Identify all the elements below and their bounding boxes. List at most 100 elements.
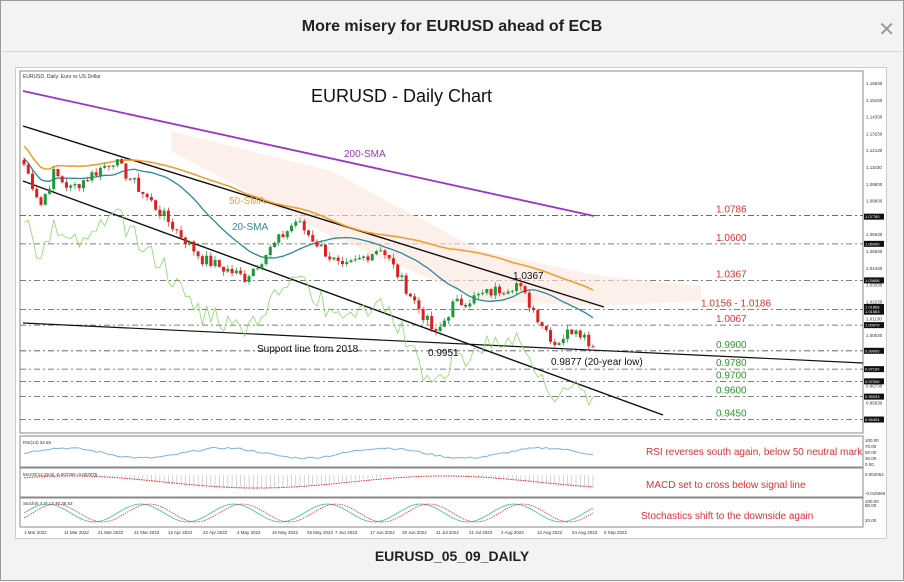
y-tick-label: 1.13230	[866, 131, 883, 136]
candle-body	[107, 165, 111, 167]
candle-body	[141, 191, 145, 194]
price-box	[864, 416, 884, 423]
candle-body	[353, 259, 357, 261]
rsi-tick: 30.00	[865, 456, 877, 461]
candle-body	[540, 322, 544, 326]
candle-body	[60, 176, 64, 183]
candle-body	[472, 295, 476, 304]
candle-body	[510, 290, 514, 292]
chart-title: EURUSD - Daily Chart	[311, 86, 492, 106]
candle-body	[527, 292, 531, 308]
candle-body	[413, 296, 417, 301]
candle-body	[340, 261, 344, 265]
ichimoku-cloud	[171, 131, 701, 306]
candle-body	[396, 264, 400, 278]
candle-body	[570, 329, 574, 335]
candle-body	[476, 293, 480, 296]
rsi-tick: 50.00	[865, 450, 877, 455]
candle-body	[434, 329, 438, 331]
x-tick-label: 26 May 2022	[307, 530, 334, 535]
candle-body	[26, 164, 30, 174]
x-tick-label: 24 Aug 2022	[572, 530, 598, 535]
candle-body	[485, 289, 489, 294]
rsi-note: RSI reverses south again, below 50 neutr…	[646, 447, 863, 458]
rsi-panel	[19, 435, 864, 468]
rsi-header: RSI(14) 34.65	[23, 440, 52, 445]
candle-body	[345, 262, 349, 265]
lower-trendline	[22, 180, 664, 416]
candle-body	[536, 310, 540, 323]
y-tick-label: 1.09930	[866, 182, 883, 187]
candle-body	[468, 303, 472, 307]
level-label: 1.0156 - 1.0186	[701, 298, 771, 309]
candle-body	[379, 250, 383, 252]
y-tick-label: 1.02230	[866, 299, 883, 304]
candle-body	[94, 172, 98, 176]
candle-body	[22, 159, 26, 165]
candle-body	[73, 184, 77, 186]
candle-body	[158, 209, 162, 216]
candle-body	[349, 260, 353, 263]
support-label: Support line from 2018	[257, 344, 359, 355]
rsi-line	[23, 446, 594, 460]
price-box-label: 0.95933	[865, 394, 880, 399]
level-label: 1.0786	[716, 204, 747, 215]
macd-panel	[19, 467, 864, 498]
candle-body	[179, 230, 183, 238]
candle-body	[281, 234, 285, 238]
candle-body	[226, 268, 230, 272]
candle-body	[561, 338, 565, 344]
y-tick-label: 1.04430	[866, 266, 883, 271]
candle-body	[145, 193, 149, 197]
candle-body	[430, 315, 434, 330]
price-box	[864, 322, 884, 329]
chart-header: EURUSD, Daily: Euro vs US Dollar	[23, 74, 101, 80]
x-tick-label: 17 Jun 2022	[370, 530, 395, 535]
candle-body	[64, 182, 68, 188]
candle-body	[260, 264, 264, 269]
candle-body	[124, 163, 128, 179]
macd-header: MACD(12,26,9) -0.007265 -0.007076	[23, 472, 98, 477]
price-box	[864, 240, 884, 247]
candle-body	[532, 307, 536, 311]
candle-body	[166, 210, 170, 222]
candle-body	[256, 268, 260, 270]
candle-body	[302, 221, 306, 231]
candle-body	[217, 259, 221, 267]
stoch-tick: 80.00	[865, 503, 877, 508]
candle-body	[192, 241, 196, 252]
x-tick-label: 22 Apr 2022	[203, 530, 228, 535]
candle-body	[243, 273, 247, 282]
macd-tick: 0.002052	[865, 472, 884, 477]
x-tick-label: 7 Jun 2022	[335, 530, 358, 535]
candle-body	[115, 159, 119, 166]
close-icon[interactable]: ✕	[878, 19, 895, 41]
y-tick-label: 1.08830	[866, 199, 883, 204]
candle-body	[285, 231, 289, 238]
candle-body	[103, 165, 107, 168]
rsi-tick: 0.00	[865, 462, 874, 467]
candle-body	[43, 193, 47, 205]
candle-body	[362, 256, 366, 258]
y-tick-label: 1.16530	[866, 81, 883, 86]
candle-body	[502, 293, 506, 295]
candle-body	[35, 188, 39, 198]
candle-body	[336, 257, 340, 262]
candle-body	[425, 315, 429, 321]
candle-body	[188, 241, 192, 245]
low-label: 0.9951	[428, 348, 459, 359]
upper-trendline	[22, 125, 605, 308]
candle-body	[81, 180, 85, 189]
candle-body	[323, 244, 327, 257]
low-20yr-label: 0.9877 (20-year low)	[551, 357, 643, 368]
candle-body	[128, 178, 132, 180]
candle-body	[464, 304, 468, 307]
candle-body	[544, 325, 548, 331]
candle-body	[264, 254, 268, 265]
candle-body	[442, 320, 446, 327]
candle-body	[196, 251, 200, 257]
stoch-note: Stochastics shift to the downside again	[641, 511, 813, 522]
y-tick-label: 1.01130	[866, 316, 882, 321]
